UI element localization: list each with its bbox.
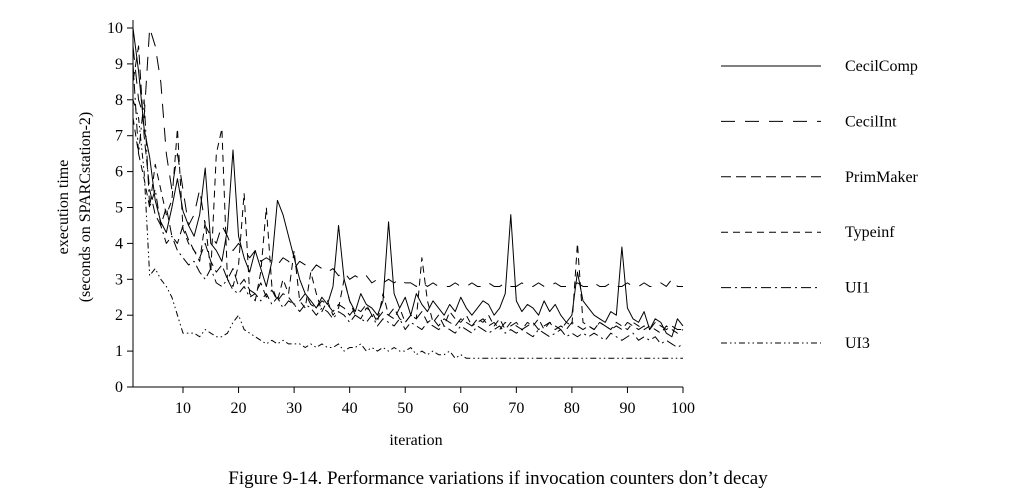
x-tick-label: 100	[671, 400, 695, 417]
legend-label-typeinf: Typeinf	[845, 224, 895, 241]
x-tick-label: 10	[175, 400, 191, 417]
x-tick-label: 40	[342, 400, 358, 417]
y-axis-title-line1: execution time	[55, 160, 72, 255]
x-tick-label: 30	[286, 400, 302, 417]
y-tick-label: 3	[115, 271, 123, 288]
y-tick-label: 6	[115, 164, 123, 181]
x-tick-label: 80	[564, 400, 580, 417]
x-tick-label: 70	[508, 400, 524, 417]
legend-label-ui3: UI3	[845, 335, 870, 352]
series-line-typeinf	[132, 117, 684, 334]
axes-layer: 0 1 2 3 4 5 6 7 8 9 10 10 20 30 40 50 60 70 80 90 100	[107, 20, 695, 417]
y-tick-label: 0	[115, 379, 123, 396]
x-tick-label: 90	[619, 400, 635, 417]
series-line-primmaker	[132, 45, 683, 331]
legend-label-ui1: UI1	[845, 280, 870, 297]
y-tick-label: 1	[115, 343, 123, 360]
legend-label-cecilint: CecilInt	[845, 113, 897, 130]
y-tick-label: 7	[115, 128, 123, 145]
series-line-ui1	[132, 63, 684, 349]
y-tick-label: 9	[115, 56, 123, 73]
x-tick-label: 60	[453, 400, 469, 417]
y-axis-title-line2: (seconds on SPARCstation-2)	[77, 112, 94, 303]
legend: CecilComp CecilInt PrimMaker Typeinf UI1 UI3	[721, 58, 919, 352]
y-tick-label: 2	[115, 307, 123, 324]
y-tick-label: 8	[115, 92, 123, 109]
figure-caption: Figure 9-14. Performance variations if i…	[228, 468, 768, 489]
series-line-ui3	[132, 99, 683, 359]
series-layer	[132, 27, 684, 359]
series-line-cecilcomp	[132, 27, 684, 338]
y-tick-label: 5	[115, 200, 123, 217]
y-tick-label: 10	[107, 20, 123, 37]
series-line-cecilint	[132, 27, 683, 287]
legend-label-primmaker: PrimMaker	[845, 169, 919, 186]
y-tick-label: 4	[115, 235, 123, 252]
legend-label-cecilcomp: CecilComp	[845, 58, 918, 75]
x-axis-title: iteration	[389, 432, 442, 449]
x-tick-label: 20	[231, 400, 247, 417]
x-tick-label: 50	[397, 400, 413, 417]
